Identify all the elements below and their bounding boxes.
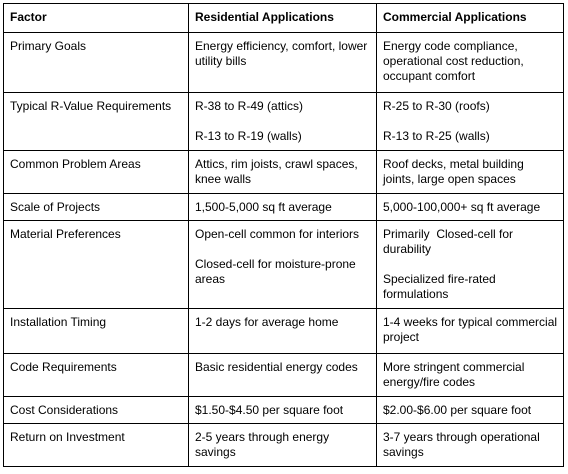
- table-row: Cost Considerations $1.50-$4.50 per squar…: [3, 396, 564, 424]
- table-cell: Basic residential energy codes: [188, 353, 377, 397]
- table-cell: 5,000-100,000+ sq ft average: [376, 193, 564, 221]
- table-cell: Material Preferences: [3, 220, 189, 309]
- table-cell: Cost Considerations: [3, 396, 189, 424]
- cell-text: Code Requirements: [10, 360, 117, 374]
- table-cell: Return on Investment: [3, 423, 189, 467]
- cell-text: Material Preferences: [10, 227, 121, 241]
- table-cell: Scale of Projects: [3, 193, 189, 221]
- table-cell: Common Problem Areas: [3, 150, 189, 194]
- table-cell: 1,500-5,000 sq ft average: [188, 193, 377, 221]
- table-cell: R-25 to R-30 (roofs) R-13 to R-25 (walls): [376, 92, 564, 151]
- table-row: Installation Timing 1-2 days for average …: [3, 308, 564, 354]
- cell-text: R-38 to R-49 (attics): [195, 99, 304, 113]
- cell-text: Attics, rim joists, crawl spaces, knee w…: [195, 157, 362, 186]
- table-cell: Energy efficiency, comfort, lower utilit…: [188, 32, 377, 93]
- table-cell: 1-4 weeks for typical commercial project: [376, 308, 564, 354]
- cell-text: 1-2 days for average home: [195, 315, 339, 329]
- cell-text: 1-4 weeks for typical commercial project: [383, 315, 561, 344]
- table-row: Scale of Projects 1,500-5,000 sq ft avera…: [3, 193, 564, 221]
- cell-text: Basic residential energy codes: [195, 360, 358, 374]
- cell-text: Cost Considerations: [10, 403, 119, 417]
- table-row: Return on Investment 2-5 years through en…: [3, 423, 564, 467]
- table-cell: More stringent commercial energy/fire co…: [376, 353, 564, 397]
- cell-text: Scale of Projects: [10, 200, 101, 214]
- cell-text: R-13 to R-19 (walls): [195, 129, 302, 143]
- cell-text: Roof decks, metal building joints, large…: [383, 157, 528, 186]
- cell-text: 2-5 years through energy savings: [195, 430, 333, 459]
- table-cell: $1.50-$4.50 per square foot: [188, 396, 377, 424]
- cell-text: 3-7 years through operational savings: [383, 430, 544, 459]
- table-cell: $2.00-$6.00 per square foot: [376, 396, 564, 424]
- cell-text: Common Problem Areas: [10, 157, 141, 171]
- table-cell: Energy code compliance, operational cost…: [376, 32, 564, 93]
- cell-text: 5,000-100,000+ sq ft average: [383, 200, 541, 214]
- table-row: Code Requirements Basic residential energ…: [3, 353, 564, 397]
- cell-text: Specialized fire-rated formulations: [383, 272, 500, 301]
- table-cell: Typical R-Value Requirements: [3, 92, 189, 151]
- table-cell: Primary Goals: [3, 32, 189, 93]
- cell-text: Energy code compliance, operational cost…: [383, 39, 528, 83]
- table-row: Typical R-Value Requirements R-38 to R-49…: [3, 92, 564, 151]
- cell-text: Closed-cell for moisture-prone areas: [195, 257, 360, 286]
- table-cell: Code Requirements: [3, 353, 189, 397]
- cell-text: Primary Goals: [10, 39, 87, 53]
- table-row: Common Problem Areas Attics, rim joists, …: [3, 150, 564, 194]
- cell-text: R-13 to R-25 (walls): [383, 129, 490, 143]
- header-row: Factor Residential Applications Commercial…: [3, 3, 564, 33]
- table-row: Material Preferences Open-cell common for…: [3, 220, 564, 309]
- cell-text: Open-cell common for interiors: [195, 227, 360, 241]
- table-cell: Installation Timing: [3, 308, 189, 354]
- comparison-table: Factor Residential Applications Commercial…: [3, 3, 564, 467]
- cell-text: Typical R-Value Requirements: [10, 99, 172, 113]
- cell-text: More stringent commercial energy/fire co…: [383, 360, 528, 389]
- cell-text: Installation Timing: [10, 315, 107, 329]
- table-cell: Primarily Closed-cell for durability Spec…: [376, 220, 564, 309]
- table-cell: Open-cell common for interiors Closed-cel…: [188, 220, 377, 309]
- cell-text: Primarily Closed-cell for durability: [383, 227, 517, 256]
- table-cell: R-38 to R-49 (attics) R-13 to R-19 (walls…: [188, 92, 377, 151]
- table-cell: Roof decks, metal building joints, large…: [376, 150, 564, 194]
- header-cell: Commercial Applications: [376, 3, 564, 33]
- header-cell: Residential Applications: [188, 3, 377, 33]
- table-cell: 1-2 days for average home: [188, 308, 377, 354]
- header-cell: Factor: [3, 3, 189, 33]
- cell-text: $2.00-$6.00 per square foot: [383, 403, 532, 417]
- cell-text: $1.50-$4.50 per square foot: [195, 403, 344, 417]
- cell-text: 1,500-5,000 sq ft average: [195, 200, 332, 214]
- cell-text: Return on Investment: [10, 430, 125, 444]
- table-cell: 2-5 years through energy savings: [188, 423, 377, 467]
- table-cell: Attics, rim joists, crawl spaces, knee w…: [188, 150, 377, 194]
- cell-text: Energy efficiency, comfort, lower utilit…: [195, 39, 371, 68]
- cell-text: R-25 to R-30 (roofs): [383, 99, 490, 113]
- table-cell: 3-7 years through operational savings: [376, 423, 564, 467]
- table-row: Primary Goals Energy efficiency, comfort,…: [3, 32, 564, 93]
